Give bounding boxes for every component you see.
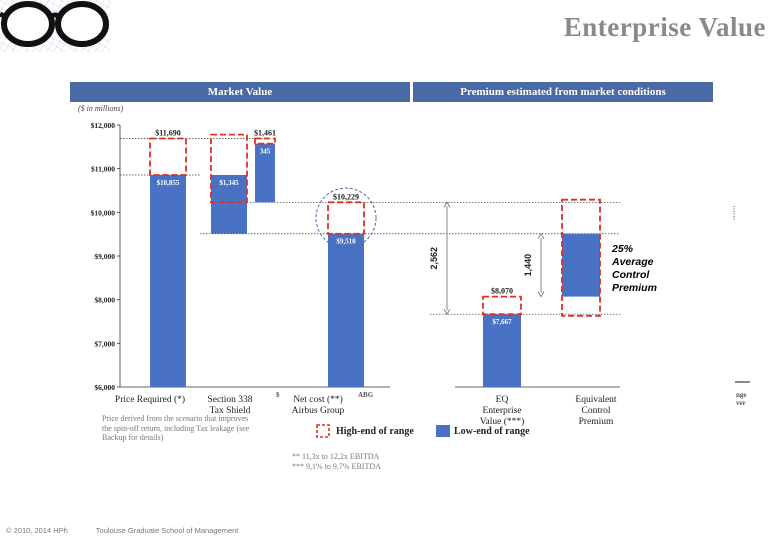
high-end-box <box>327 201 365 235</box>
legend-high-swatch <box>316 424 330 438</box>
footnote-line: ** 11,3x to 12,2x EBITDA <box>292 452 380 461</box>
bracket-arrow <box>537 291 545 298</box>
bracket-label: 2,562 <box>429 247 439 270</box>
market-value-header: Market Value <box>70 82 410 102</box>
bracket-label: 1,440 <box>523 254 533 277</box>
legend-low-label: Low-end of range <box>454 426 530 437</box>
bracket-arrow <box>443 201 451 208</box>
legend-low-swatch <box>436 425 450 437</box>
footnote-ebitda: ** 11,3x to 12,2x EBITDA *** 9,1% to 9,7… <box>292 452 381 471</box>
category-label-line: Control <box>581 406 611 416</box>
footer-school: Toulouse Graduate School of Management <box>95 526 239 535</box>
category-label-line: Value (***) <box>479 417 525 427</box>
high-end-label: $1,461 <box>254 129 276 138</box>
premium-header: Premium estimated from market conditions <box>413 82 713 102</box>
high-end-label: $10,229 <box>333 192 359 201</box>
slide-title: Enterprise Value <box>563 12 766 42</box>
high-end-box <box>149 137 187 176</box>
category-label-line: Airbus Group <box>291 406 345 416</box>
low-end-bar <box>328 233 364 387</box>
glasses-logo <box>0 0 110 52</box>
footer: © 2010, 2014 HPh Toulouse Graduate Schoo… <box>6 526 264 535</box>
premium-note-line: Average <box>612 256 654 268</box>
bar-value-label: $9,510 <box>336 238 356 246</box>
cut-fragment: ver <box>736 399 746 407</box>
category-label-line: Premium <box>578 417 614 427</box>
category-label: Section 338 Tax Shield <box>185 395 275 417</box>
bar-value-label: $7,667 <box>492 318 512 326</box>
cut-fragment: nge <box>736 391 747 399</box>
footnote-line: *** 9,1% to 9,7% EBITDA <box>292 461 381 471</box>
y-tick-label: $6,000 <box>94 383 115 392</box>
category-label-line: Enterprise <box>482 406 522 416</box>
legend-high-label: High-end of range <box>336 426 414 437</box>
y-tick-label: $12,000 <box>91 121 116 130</box>
footer-copyright: © 2010, 2014 HPh <box>6 526 68 535</box>
category-label-line: Section 338 <box>207 395 253 405</box>
cut-fragment: $ <box>276 391 280 399</box>
low-end-bar <box>150 174 186 387</box>
y-axis-note: ($ in millions) <box>78 104 124 113</box>
y-tick-label: $9,000 <box>94 252 115 261</box>
high-end-label: $8,070 <box>491 287 513 296</box>
bracket-arrow <box>443 309 451 315</box>
category-label-line: Price Required (*) <box>114 395 186 405</box>
premium-note: 25% Average Control Premium <box>612 243 682 295</box>
category-label-line: Equivalent <box>575 395 617 405</box>
high-end-box <box>254 137 276 145</box>
bar-value-label: $10,855 <box>157 179 180 187</box>
y-tick-label: $10,000 <box>91 208 116 217</box>
premium-note-line: 25% <box>612 243 634 255</box>
high-end-box <box>210 133 248 204</box>
low-end-bar <box>211 174 247 234</box>
bar-value-label: 345 <box>260 148 271 156</box>
low-end-bar <box>562 233 600 297</box>
highlight-circle <box>315 187 377 249</box>
high-end-box <box>482 295 522 316</box>
category-label: Price Required (*) <box>105 395 195 406</box>
bracket-arrow <box>537 232 545 239</box>
category-label-line: Net cost (**) <box>293 395 343 405</box>
high-end-box <box>561 198 601 317</box>
y-tick-label: $8,000 <box>94 296 115 305</box>
low-end-bar <box>255 143 275 203</box>
premium-note-line: Premium <box>612 282 657 294</box>
bar-value-label: $1,345 <box>219 179 239 187</box>
premium-note-line: Control <box>612 269 650 281</box>
high-end-label: $11,690 <box>155 129 181 138</box>
low-end-bar <box>483 314 521 387</box>
category-label: EQ Enterprise Value (***) <box>457 395 547 428</box>
cut-fragment: ABG <box>358 391 374 399</box>
category-label-line: EQ <box>495 395 509 405</box>
category-label: Equivalent Control Premium <box>551 395 641 428</box>
y-tick-label: $7,000 <box>94 339 115 348</box>
category-label: Net cost (**) Airbus Group <box>273 395 363 417</box>
y-tick-label: $11,000 <box>91 165 115 174</box>
category-label-line: Tax Shield <box>209 406 251 416</box>
footnote-price: Price derived from the scenario that imp… <box>102 414 250 442</box>
